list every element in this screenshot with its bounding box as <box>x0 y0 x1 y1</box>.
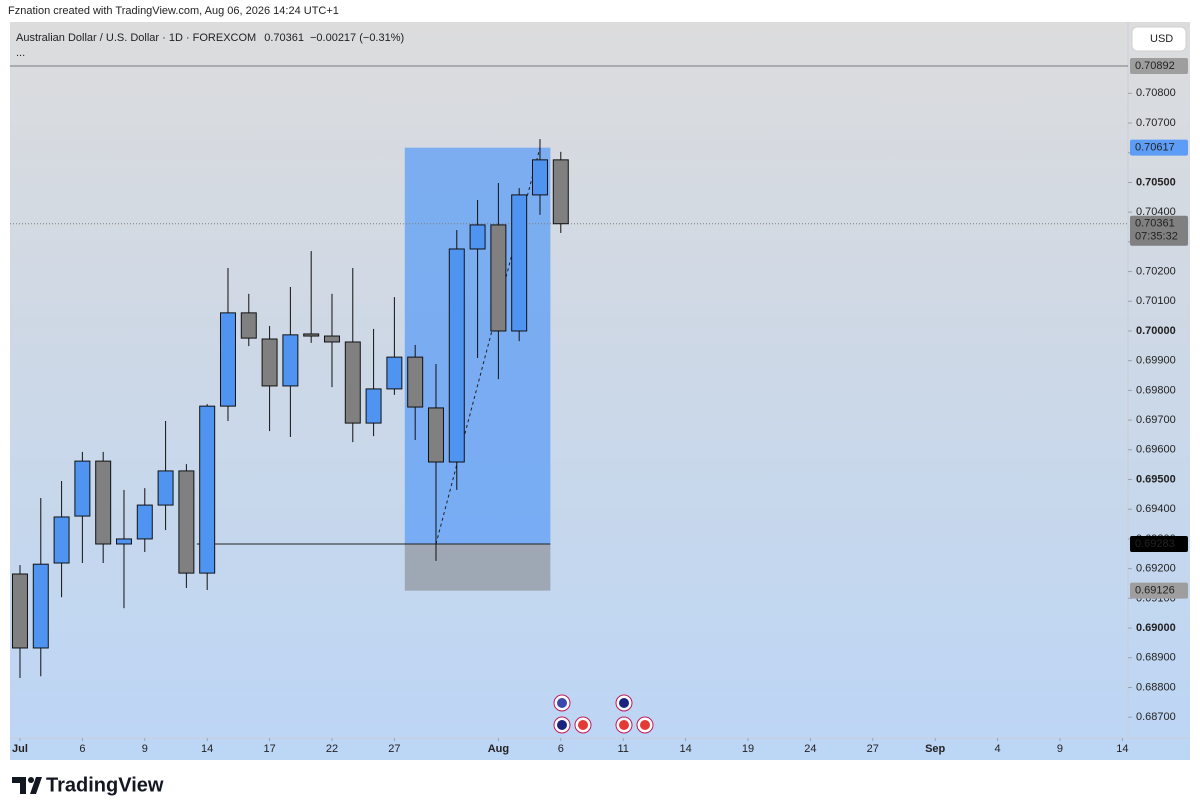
y-tick-label: 0.70800 <box>1136 87 1176 99</box>
y-tick-label: 0.70100 <box>1136 295 1176 307</box>
y-tick-label: 0.69800 <box>1136 384 1176 396</box>
event-flag <box>557 698 567 708</box>
candle-body <box>178 470 195 574</box>
candle-body <box>74 460 91 517</box>
stop-zone <box>404 543 551 591</box>
candle-body <box>53 516 70 564</box>
price-tag-label: 0.70617 <box>1135 142 1175 154</box>
candle-body <box>365 388 382 424</box>
logo-mark <box>30 777 42 794</box>
candle-body <box>199 405 216 574</box>
trade-path <box>435 147 541 545</box>
price-tag <box>1130 215 1188 246</box>
event-flag <box>619 720 629 730</box>
symbol: Australian Dollar / U.S. Dollar · 1D · F… <box>16 32 256 44</box>
candle-body <box>11 573 28 649</box>
x-tick-label: 14 <box>201 743 213 755</box>
x-tick-label: 6 <box>79 743 85 755</box>
candle-body <box>448 248 465 463</box>
legend-change: −0.00217 (−0.31%) <box>310 32 404 44</box>
legend-price: 0.70361 <box>264 32 304 44</box>
currency-label[interactable]: USD <box>1150 33 1173 45</box>
y-tick-label: 0.68900 <box>1136 652 1176 664</box>
x-tick-label: 9 <box>1057 743 1063 755</box>
x-tick-label: 27 <box>388 743 400 755</box>
x-tick-label: 9 <box>142 743 148 755</box>
candle-body <box>511 194 528 332</box>
x-tick-label: 14 <box>1116 743 1128 755</box>
candle-body <box>282 334 299 387</box>
price-tag-label: 0.69126 <box>1135 585 1175 597</box>
y-tick-label: 0.69600 <box>1136 444 1176 456</box>
price-tag <box>1130 582 1188 599</box>
y-tick-label: 0.69400 <box>1136 503 1176 515</box>
price-tag-label: 0.70361 <box>1135 218 1175 230</box>
y-tick-label: 0.70700 <box>1136 117 1176 129</box>
y-tick-label: 0.69200 <box>1136 563 1176 575</box>
legend-more: ... <box>16 47 25 59</box>
plot <box>10 65 1132 741</box>
x-tick-label: 17 <box>263 743 275 755</box>
x-tick-label: 22 <box>326 743 338 755</box>
logo-mark <box>28 777 34 783</box>
price-tag-label: 0.70892 <box>1135 60 1175 72</box>
event-flag <box>619 698 629 708</box>
x-tick-label: 19 <box>742 743 754 755</box>
logo-mark <box>12 777 26 794</box>
candle-body <box>303 333 320 337</box>
header-text: Fznation created with TradingView.com, A… <box>8 5 339 17</box>
y-tick-label: 0.70000 <box>1136 325 1176 337</box>
x-tick-label: 27 <box>867 743 879 755</box>
price-tag <box>1130 535 1188 552</box>
x-tick-label: Aug <box>488 743 509 755</box>
event-flag <box>557 720 567 730</box>
x-tick-label: 24 <box>804 743 816 755</box>
candle-body <box>240 312 257 339</box>
price-tag <box>1130 57 1188 74</box>
y-tick-label: 0.69500 <box>1136 473 1176 485</box>
y-tick-label: 0.69700 <box>1136 414 1176 426</box>
candle-body <box>157 470 174 506</box>
countdown: 07:35:32 <box>1135 231 1178 243</box>
y-tick-label: 0.69000 <box>1136 622 1176 634</box>
candle-body <box>531 159 548 196</box>
x-tick-label: 6 <box>558 743 564 755</box>
price-tag-label: 0.69283 <box>1135 538 1175 550</box>
event-flag <box>640 720 650 730</box>
event-flag <box>578 720 588 730</box>
brand-logo <box>12 777 42 794</box>
x-tick-label: 4 <box>995 743 1001 755</box>
candle-body <box>490 224 507 332</box>
x-tick-label: Jul <box>12 743 28 755</box>
candle-body <box>469 224 486 250</box>
candle-body <box>386 356 403 390</box>
candle-body <box>427 407 444 463</box>
currency-button[interactable] <box>1131 26 1187 52</box>
candle-body <box>32 563 49 649</box>
chart-bg <box>10 22 1190 760</box>
candle-body <box>219 312 236 407</box>
candle-body <box>552 159 569 225</box>
x-tick-label: 11 <box>617 743 628 755</box>
candle-body <box>407 356 424 408</box>
price-tag <box>1130 139 1188 156</box>
candle-body <box>115 538 132 545</box>
brand-name: TradingView <box>46 774 164 796</box>
candle-body <box>344 341 361 424</box>
y-tick-label: 0.68700 <box>1136 711 1176 723</box>
y-tick-label: 0.68800 <box>1136 681 1176 693</box>
y-tick-label: 0.69900 <box>1136 355 1176 367</box>
y-tick-label: 0.70200 <box>1136 265 1176 277</box>
y-tick-label: 0.70400 <box>1136 206 1176 218</box>
candle-body <box>136 504 153 540</box>
y-tick-label: 0.70500 <box>1136 176 1176 188</box>
events <box>553 694 654 734</box>
x-tick-label: 14 <box>679 743 691 755</box>
candle-body <box>95 460 112 545</box>
candle-body <box>261 338 278 387</box>
candle-body <box>323 335 340 343</box>
x-tick-label: Sep <box>925 743 945 755</box>
